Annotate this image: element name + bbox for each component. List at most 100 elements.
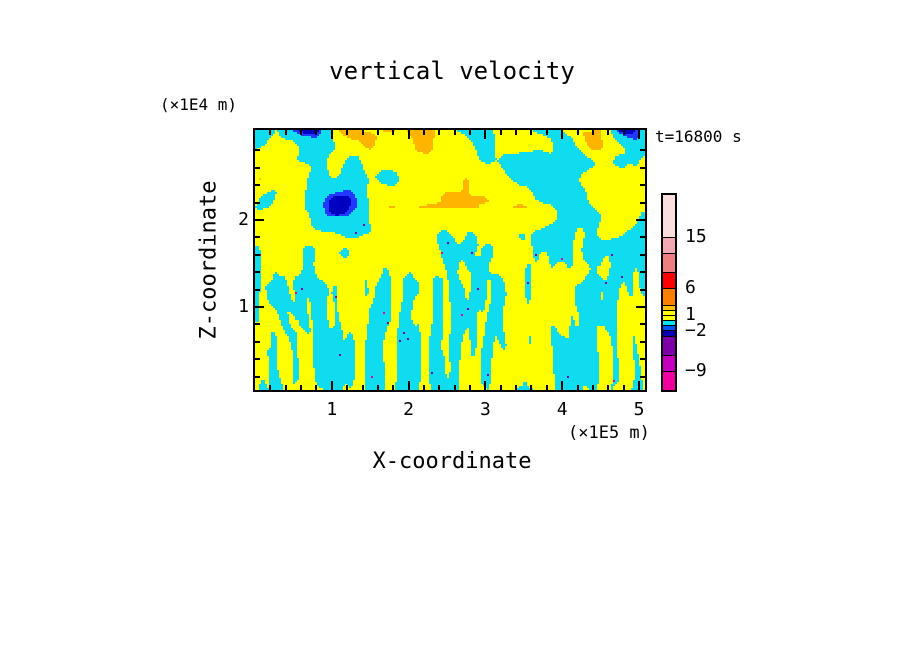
axis-tick bbox=[438, 385, 441, 390]
axis-tick bbox=[361, 130, 364, 135]
axis-tick bbox=[255, 323, 260, 326]
colorbar-divider bbox=[663, 320, 675, 321]
colorbar-segment-1 bbox=[663, 238, 675, 253]
axis-tick bbox=[636, 306, 645, 308]
colorbar-divider bbox=[663, 253, 675, 254]
colorbar-segment-9 bbox=[663, 326, 675, 330]
axis-tick bbox=[530, 130, 533, 135]
colorbar-divider bbox=[663, 355, 675, 356]
axis-tick bbox=[640, 358, 645, 361]
axis-tick bbox=[453, 130, 456, 135]
colorbar-segment-12 bbox=[663, 356, 675, 371]
axis-tick bbox=[255, 201, 260, 204]
colorbar-divider bbox=[663, 315, 675, 316]
axis-tick bbox=[469, 130, 472, 135]
colorbar-segment-7 bbox=[663, 316, 675, 320]
axis-tick bbox=[300, 385, 303, 390]
colorbar-label-6: 6 bbox=[685, 277, 696, 298]
axis-tick bbox=[392, 385, 395, 390]
colorbar-divider bbox=[663, 330, 675, 331]
x-tick-label-3: 3 bbox=[479, 399, 491, 420]
colorbar-divider bbox=[663, 305, 675, 306]
axis-tick bbox=[284, 385, 287, 390]
x-tick-label-5: 5 bbox=[633, 399, 645, 420]
colorbar-segment-8 bbox=[663, 321, 675, 325]
axis-tick bbox=[376, 385, 379, 390]
colorbar-segment-2 bbox=[663, 254, 675, 272]
axis-tick bbox=[422, 130, 425, 135]
x-axis-unit-label: (×1E5 m) bbox=[568, 423, 650, 443]
axis-tick bbox=[407, 381, 410, 390]
axis-tick bbox=[453, 385, 456, 390]
colorbar-divider bbox=[663, 371, 675, 372]
axis-tick bbox=[545, 130, 548, 135]
axis-tick bbox=[315, 130, 318, 135]
axis-tick bbox=[607, 130, 610, 135]
axis-tick bbox=[561, 130, 564, 139]
axis-tick bbox=[576, 385, 579, 390]
axis-tick bbox=[469, 385, 472, 390]
colorbar-segment-11 bbox=[663, 337, 675, 355]
z-tick-label-1: 1 bbox=[238, 296, 249, 317]
axis-tick bbox=[640, 323, 645, 326]
x-tick-label-1: 1 bbox=[326, 399, 338, 420]
x-tick-label-4: 4 bbox=[556, 399, 568, 420]
colorbar-divider bbox=[663, 325, 675, 326]
axis-tick bbox=[515, 130, 518, 135]
time-annotation: t=16800 s bbox=[655, 127, 742, 146]
axis-tick bbox=[640, 166, 645, 169]
colorbar-divider bbox=[663, 272, 675, 273]
axis-tick bbox=[255, 219, 264, 221]
axis-tick bbox=[640, 340, 645, 343]
axis-tick bbox=[346, 385, 349, 390]
axis-tick bbox=[346, 130, 349, 135]
axis-tick bbox=[638, 381, 640, 390]
axis-tick bbox=[530, 385, 533, 390]
colorbar-divider bbox=[663, 310, 675, 311]
axis-tick bbox=[284, 130, 287, 135]
axis-tick bbox=[255, 358, 260, 361]
axis-tick bbox=[255, 306, 264, 308]
axis-tick bbox=[545, 385, 548, 390]
axis-tick bbox=[640, 253, 645, 256]
colorbar-segment-3 bbox=[663, 273, 675, 288]
axis-tick bbox=[591, 385, 594, 390]
axis-tick bbox=[499, 130, 502, 135]
colorbar-segment-6 bbox=[663, 311, 675, 315]
axis-tick bbox=[255, 288, 260, 291]
axis-tick bbox=[640, 236, 645, 239]
axis-tick bbox=[640, 201, 645, 204]
colorbar-label-15: 15 bbox=[685, 226, 707, 247]
colorbar-label-minus9: −9 bbox=[685, 360, 707, 381]
colorbar-segment-4 bbox=[663, 289, 675, 305]
colorbar-label-minus2: −2 bbox=[685, 320, 707, 341]
axis-tick bbox=[255, 340, 260, 343]
axis-tick bbox=[361, 385, 364, 390]
z-axis-title: Z-coordinate bbox=[196, 180, 222, 340]
x-axis-title: X-coordinate bbox=[372, 449, 532, 474]
axis-tick bbox=[622, 385, 625, 390]
axis-tick bbox=[315, 385, 318, 390]
axis-tick bbox=[269, 130, 272, 135]
axis-tick bbox=[640, 375, 645, 378]
z-axis-unit-label: (×1E4 m) bbox=[160, 95, 238, 114]
axis-tick bbox=[392, 130, 395, 135]
axis-tick bbox=[255, 184, 260, 187]
colorbar-divider bbox=[663, 237, 675, 238]
axis-tick bbox=[255, 271, 260, 274]
axis-tick bbox=[561, 381, 564, 390]
axis-tick bbox=[255, 149, 260, 152]
colorbar-segment-5 bbox=[663, 306, 675, 310]
axis-tick bbox=[499, 385, 502, 390]
colorbar-segment-0 bbox=[663, 195, 675, 237]
colorbar-divider bbox=[663, 288, 675, 289]
axis-tick bbox=[376, 130, 379, 135]
axis-tick bbox=[255, 253, 260, 256]
axis-tick bbox=[407, 130, 410, 139]
axis-tick bbox=[300, 130, 303, 135]
colorbar-segment-13 bbox=[663, 372, 675, 390]
velocity-field-canvas bbox=[255, 130, 645, 390]
plot-title: vertical velocity bbox=[329, 57, 575, 85]
axis-tick bbox=[636, 219, 645, 221]
axis-tick bbox=[638, 130, 640, 139]
